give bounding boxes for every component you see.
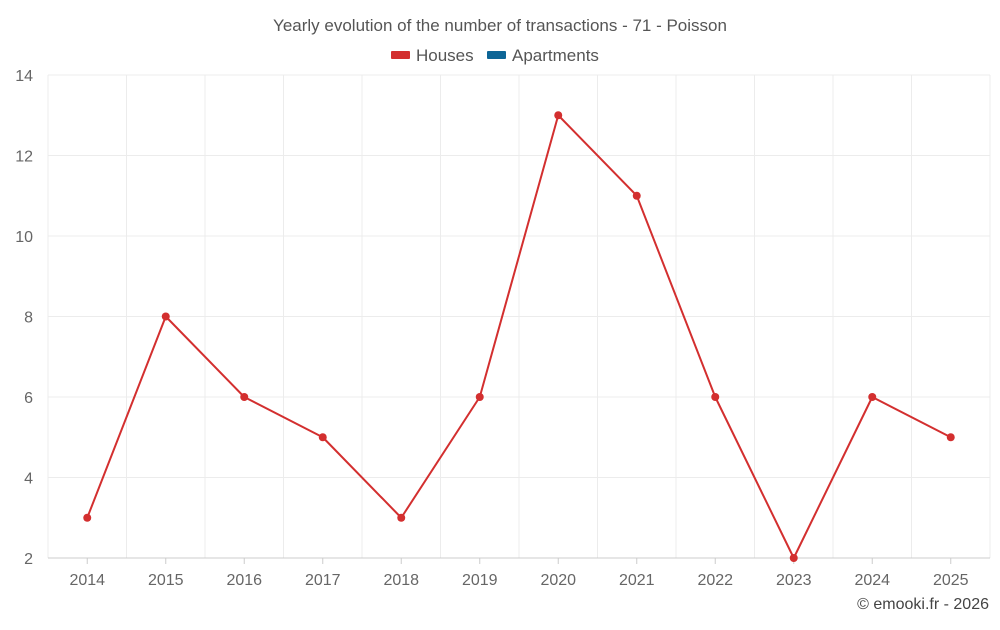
- chart-title: Yearly evolution of the number of transa…: [273, 16, 727, 35]
- data-point-houses-2020[interactable]: [554, 111, 563, 120]
- data-point-houses-2014[interactable]: [83, 513, 92, 522]
- data-point-houses-2025[interactable]: [946, 433, 955, 442]
- x-tick-label: 2022: [697, 572, 733, 589]
- y-tick-label: 12: [15, 149, 33, 166]
- legend-swatch-apartments: [487, 51, 506, 59]
- legend-item-apartments[interactable]: Apartments: [487, 46, 599, 65]
- y-tick-label: 10: [15, 229, 33, 246]
- y-tick-label: 8: [24, 310, 33, 327]
- x-tick-label: 2020: [540, 572, 576, 589]
- x-tick-label: 2015: [148, 572, 184, 589]
- grid: [47, 74, 991, 558]
- y-tick-label: 14: [15, 68, 33, 85]
- x-tick-label: 2018: [383, 572, 419, 589]
- data-point-houses-2015[interactable]: [161, 312, 170, 321]
- legend-item-houses[interactable]: Houses: [391, 46, 474, 65]
- data-point-houses-2019[interactable]: [475, 393, 484, 401]
- x-tick-label: 2021: [619, 572, 655, 589]
- data-point-houses-2024[interactable]: [868, 393, 877, 401]
- data-point-houses-2023[interactable]: [789, 554, 798, 562]
- x-tick-label: 2025: [933, 572, 969, 589]
- legend-swatch-houses: [391, 51, 410, 59]
- y-axis-ticks: 2 4 6 8 10 12 14: [15, 68, 33, 568]
- legend-label-houses: Houses: [416, 46, 474, 65]
- legend: Houses Apartments: [391, 46, 599, 65]
- x-tick-label: 2024: [854, 572, 890, 589]
- x-tick-label: 2019: [462, 572, 498, 589]
- x-tick-label: 2023: [776, 572, 812, 589]
- y-tick-label: 6: [24, 390, 33, 407]
- legend-label-apartments: Apartments: [512, 46, 599, 65]
- x-tick-label: 2016: [226, 572, 262, 589]
- data-point-houses-2016[interactable]: [240, 393, 249, 401]
- y-tick-label: 4: [24, 471, 33, 488]
- x-tick-label: 2014: [69, 572, 105, 589]
- x-axis-ticks: 2014 2015 2016 2017 2018 2019 2020 2021 2022 2023…: [69, 558, 969, 589]
- series-line-houses: [86, 114, 952, 559]
- data-point-houses-2022[interactable]: [711, 393, 720, 401]
- x-tick-label: 2017: [305, 572, 341, 589]
- data-point-houses-2021[interactable]: [632, 191, 641, 200]
- data-point-houses-2017[interactable]: [318, 433, 327, 442]
- y-tick-label: 2: [24, 551, 33, 568]
- credit-text: © emooki.fr - 2026: [857, 596, 989, 613]
- series-layer: [83, 111, 955, 562]
- data-point-houses-2018[interactable]: [397, 513, 406, 522]
